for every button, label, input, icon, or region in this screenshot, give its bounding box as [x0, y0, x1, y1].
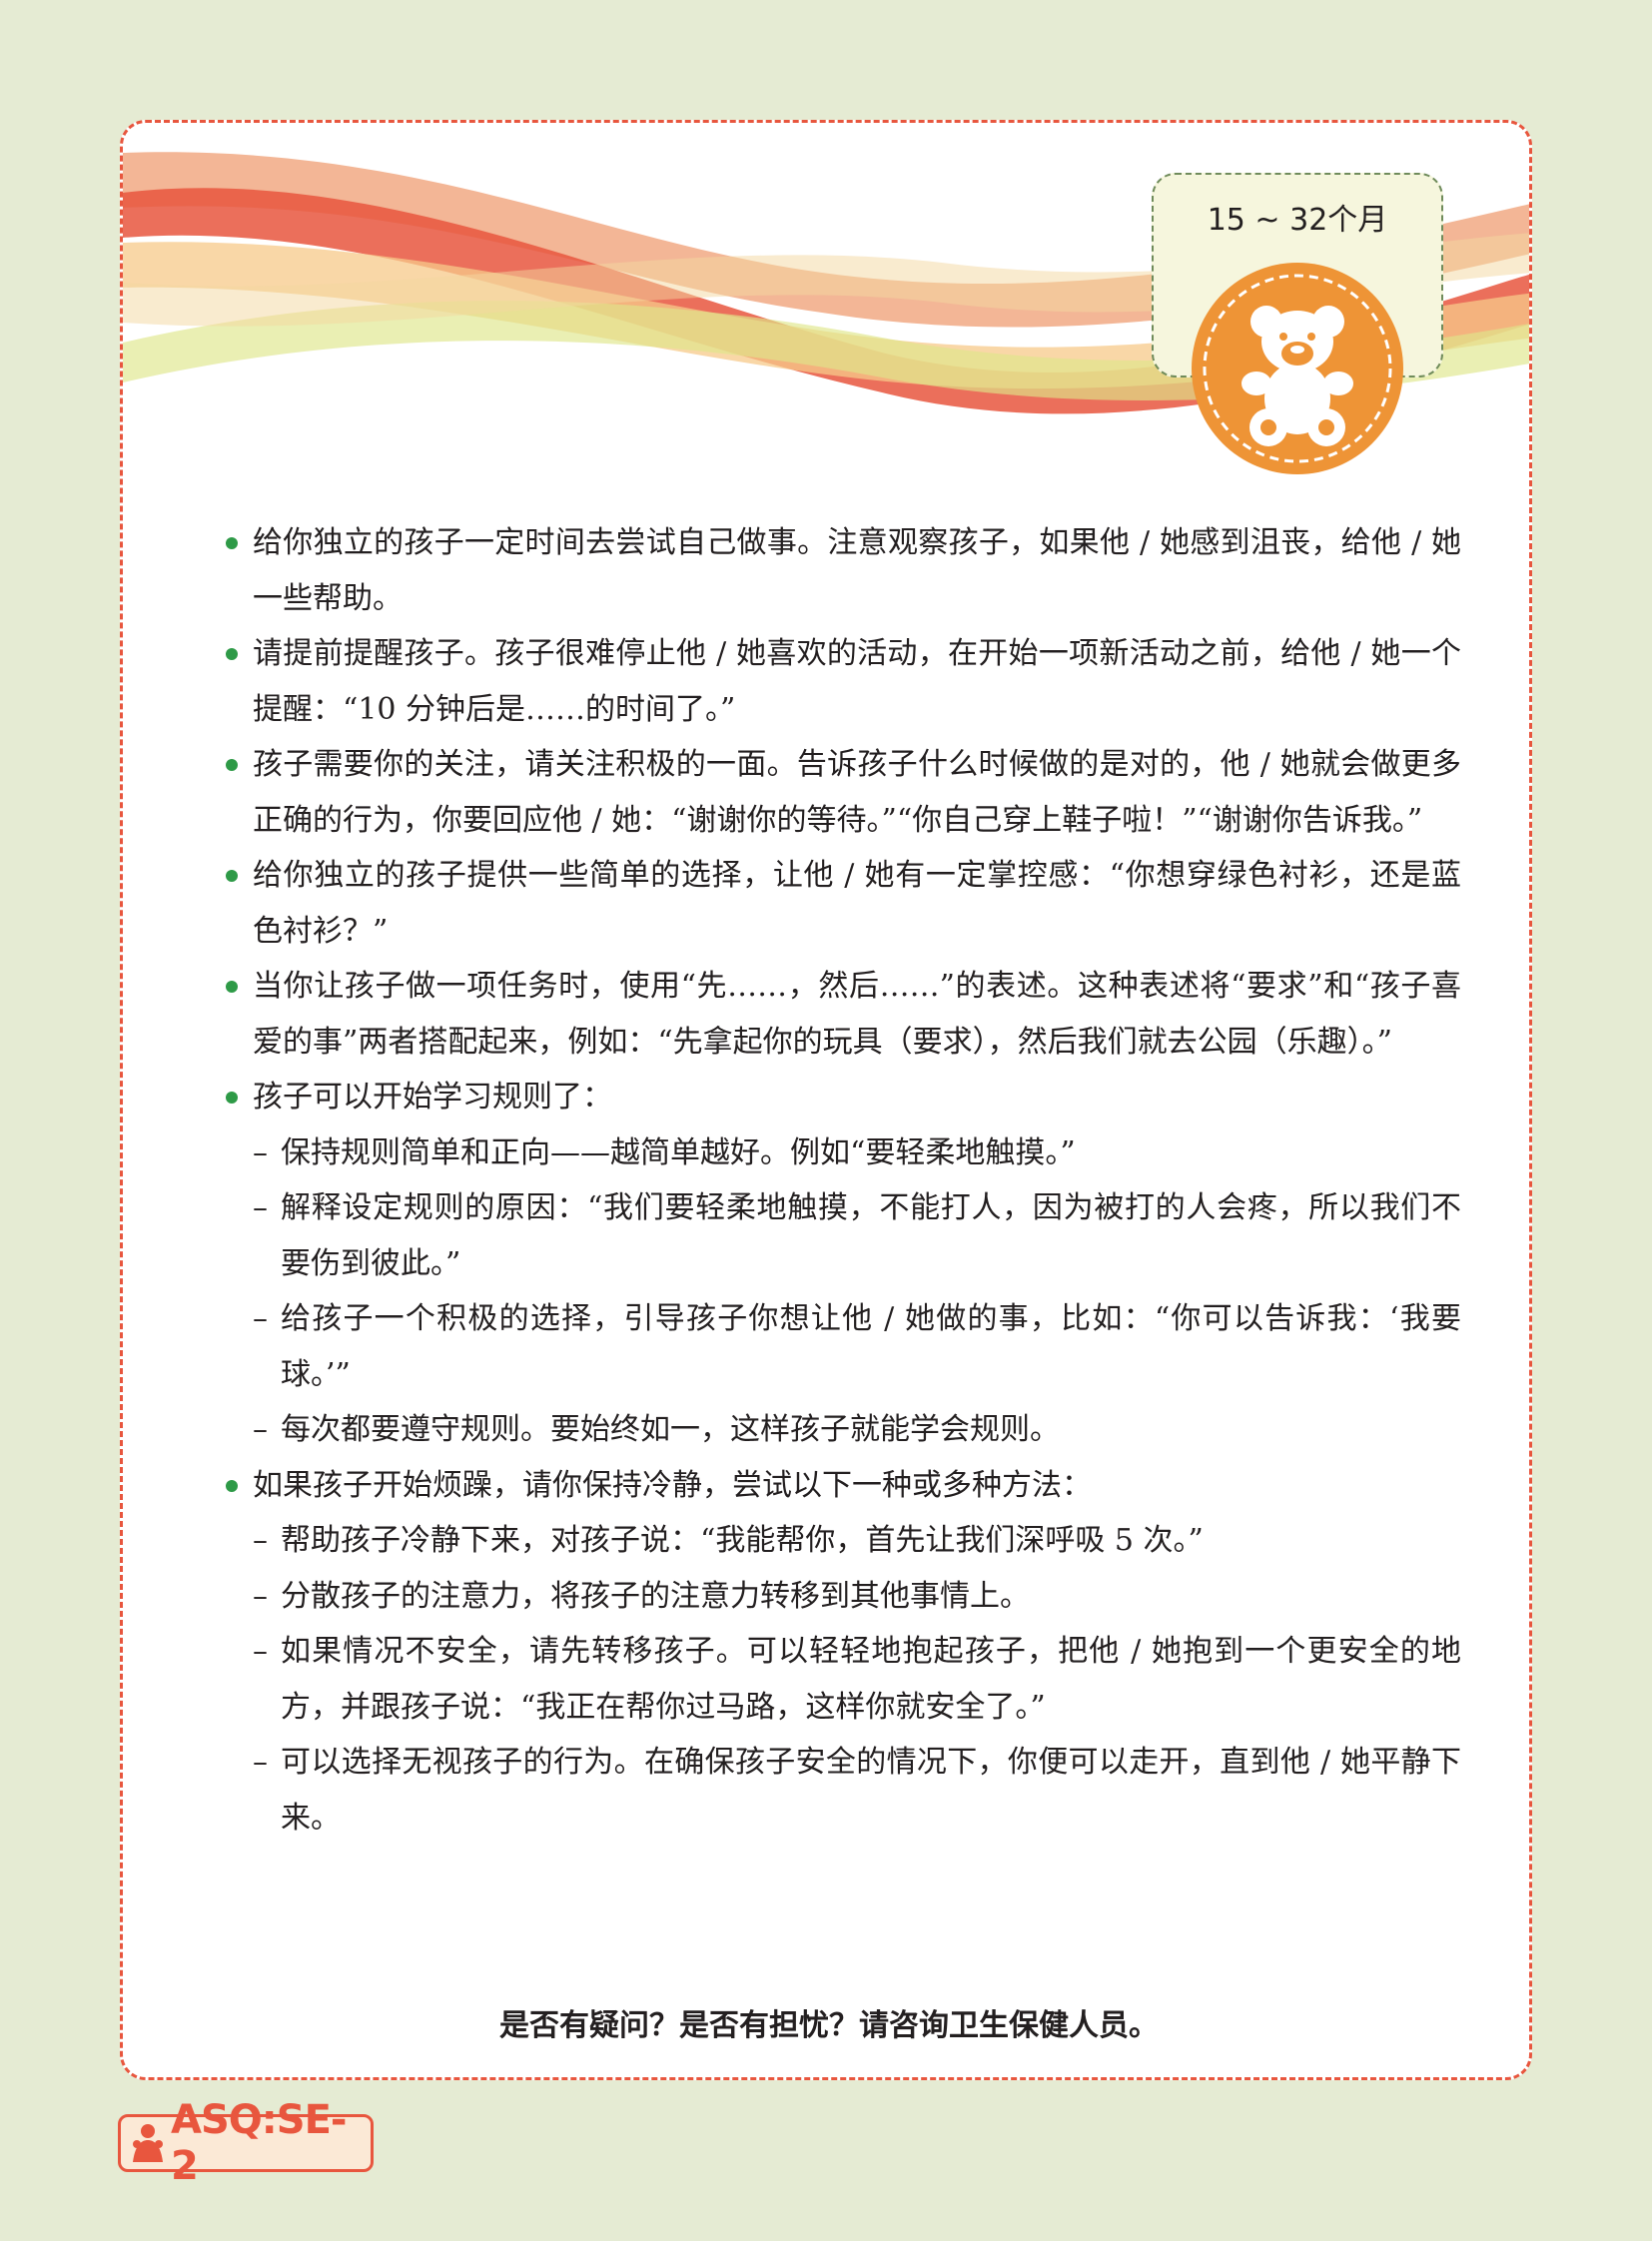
sub-marker: –: [253, 1301, 268, 1336]
sub-tip-item: – 每次都要遵守规则。要始终如一，这样孩子就能学会规则。: [223, 1402, 1461, 1458]
sub-marker: –: [253, 1190, 268, 1225]
sub-tip-text: 解释设定规则的原因：“我们要轻柔地触摸，不能打人，因为被打的人会疼，所以我们不要…: [281, 1190, 1461, 1281]
tip-item: 给你独立的孩子一定时间去尝试自己做事。注意观察孩子，如果他 / 她感到沮丧，给他…: [223, 515, 1461, 626]
logo-text: ASQ:SE-2: [171, 2097, 348, 2189]
asq-se2-logo: ASQ:SE-2: [118, 2097, 374, 2189]
sub-marker: –: [253, 1523, 268, 1558]
sub-tip-text: 可以选择无视孩子的行为。在确保孩子安全的情况下，你便可以走开，直到他 / 她平静…: [281, 1745, 1461, 1836]
sub-tip-text: 保持规则简单和正向——越简单越好。例如“要轻柔地触摸。”: [281, 1134, 1076, 1170]
sub-marker: –: [253, 1745, 268, 1780]
sub-tip-text: 给孩子一个积极的选择，引导孩子你想让他 / 她做的事，比如：“你可以告诉我：‘我…: [281, 1301, 1461, 1392]
footer-question: 是否有疑问？是否有担忧？请咨询卫生保健人员。: [499, 2008, 1159, 2043]
sub-tip-item: – 保持规则简单和正向——越简单越好。例如“要轻柔地触摸。”: [223, 1125, 1461, 1181]
sub-tip-item: – 解释设定规则的原因：“我们要轻柔地触摸，不能打人，因为被打的人会疼，所以我们不…: [223, 1180, 1461, 1291]
sub-tip-item: – 可以选择无视孩子的行为。在确保孩子安全的情况下，你便可以走开，直到他 / 她平…: [223, 1735, 1461, 1846]
tip-item: 孩子可以开始学习规则了：: [223, 1070, 1461, 1125]
sub-tip-item: – 如果情况不安全，请先转移孩子。可以轻轻地抱起孩子，把他 / 她抱到一个更安全的…: [223, 1624, 1461, 1735]
child-figure-icon: [133, 2124, 163, 2162]
tips-list: 给你独立的孩子一定时间去尝试自己做事。注意观察孩子，如果他 / 她感到沮丧，给他…: [223, 515, 1461, 1846]
sub-tip-item: – 给孩子一个积极的选择，引导孩子你想让他 / 她做的事，比如：“你可以告诉我：‘…: [223, 1291, 1461, 1402]
tip-item: 当你让孩子做一项任务时，使用“先……，然后……”的表述。这种表述将“要求”和“孩…: [223, 959, 1461, 1070]
sub-marker: –: [253, 1634, 268, 1669]
sub-marker: –: [253, 1412, 268, 1447]
tip-item: 给你独立的孩子提供一些简单的选择，让他 / 她有一定掌控感：“你想穿绿色衬衫，还…: [223, 848, 1461, 959]
teddy-bear-icon: [1192, 263, 1403, 474]
tip-card: 15 ~ 32个月 给你独立的孩子一定时间去尝试自己做事。注意观察孩子，如果他 …: [120, 120, 1532, 2080]
sub-tip-text: 帮助孩子冷静下来，对孩子说：“我能帮你，首先让我们深呼吸 5 次。”: [281, 1523, 1204, 1558]
tip-item: 孩子需要你的关注，请关注积极的一面。告诉孩子什么时候做的是对的，他 / 她就会做…: [223, 737, 1461, 848]
tip-item: 请提前提醒孩子。孩子很难停止他 / 她喜欢的活动，在开始一项新活动之前，给他 /…: [223, 626, 1461, 737]
sub-marker: –: [253, 1578, 268, 1614]
tip-item: 如果孩子开始烦躁，请你保持冷静，尝试以下一种或多种方法：: [223, 1458, 1461, 1514]
sub-tip-item: – 帮助孩子冷静下来，对孩子说：“我能帮你，首先让我们深呼吸 5 次。”: [223, 1513, 1461, 1569]
sub-tip-text: 分散孩子的注意力，将孩子的注意力转移到其他事情上。: [281, 1578, 1030, 1614]
age-range-label: 15 ~ 32个月: [1207, 203, 1388, 238]
sub-tip-text: 如果情况不安全，请先转移孩子。可以轻轻地抱起孩子，把他 / 她抱到一个更安全的地…: [281, 1634, 1461, 1725]
sub-tip-item: – 分散孩子的注意力，将孩子的注意力转移到其他事情上。: [223, 1569, 1461, 1625]
sub-tip-text: 每次都要遵守规则。要始终如一，这样孩子就能学会规则。: [281, 1412, 1060, 1447]
sub-marker: –: [253, 1134, 268, 1170]
